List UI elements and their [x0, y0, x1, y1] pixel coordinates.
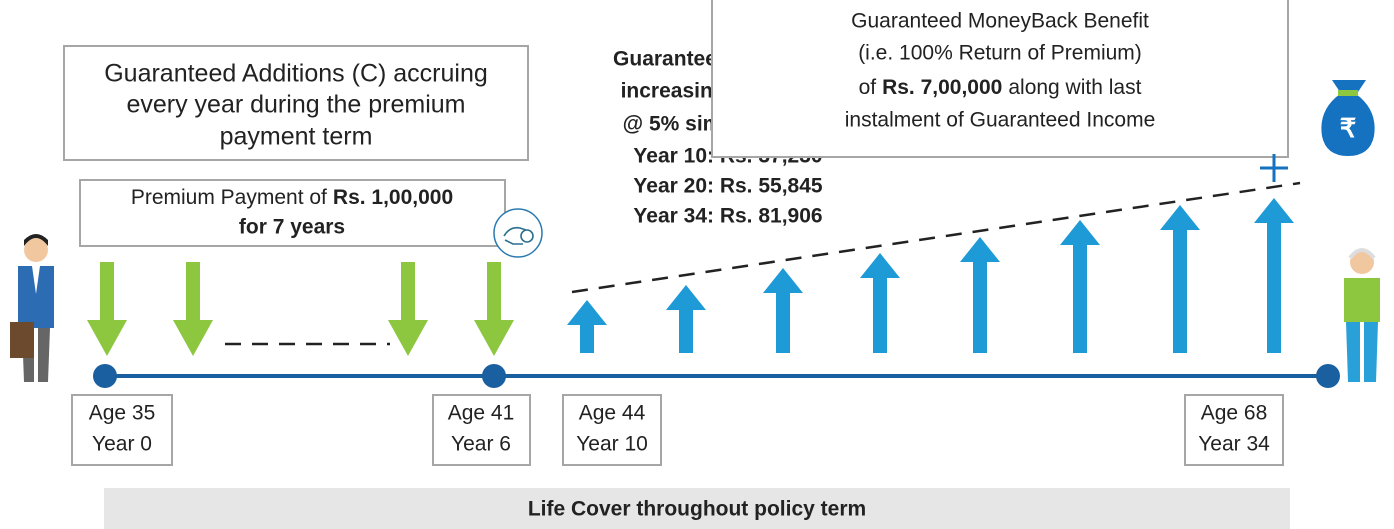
up-arrow [960, 237, 1000, 353]
plus-sign [1260, 154, 1288, 182]
age-label: Age 41 [448, 402, 515, 425]
down-arrow [173, 262, 213, 356]
premium-amount: Rs. 1,00,000 [333, 186, 453, 209]
moneyback-text: (i.e. 100% Return of Premium) [858, 42, 1142, 65]
payment-icon [494, 209, 542, 257]
rupee-symbol: ₹ [1340, 113, 1357, 143]
year-label: Year 0 [92, 433, 152, 456]
old-man-figure [1344, 250, 1380, 382]
diagram: Guaranteed Additions (C) accruing every … [0, 0, 1394, 529]
money-bag-icon: ₹ [1321, 80, 1374, 156]
moneyback-post: along with last [1008, 76, 1141, 99]
up-arrow [860, 253, 900, 353]
up-arrow [1160, 205, 1200, 353]
down-arrow [87, 262, 127, 356]
premium-text: Premium Payment of Rs. 1,00,000 [131, 186, 453, 209]
moneyback-text: Guaranteed MoneyBack Benefit [851, 10, 1149, 33]
page: { "additions_box": {"lines": ["Guarantee… [0, 0, 1394, 529]
up-arrow [1060, 220, 1100, 353]
premium-term: for 7 years [239, 216, 345, 239]
down-arrow [388, 262, 428, 356]
age-label: Age 44 [579, 402, 646, 425]
moneyback-text: instalment of Guaranteed Income [845, 109, 1156, 132]
additions-text: payment term [220, 123, 373, 151]
income-line: Year 20: Rs. 55,845 [633, 175, 822, 198]
timeline-dot [93, 364, 117, 388]
age-label: Age 68 [1201, 402, 1268, 425]
down-arrow [474, 262, 514, 356]
timeline-dot [1316, 364, 1340, 388]
timeline-dot [482, 364, 506, 388]
premium-arrows [87, 262, 514, 356]
premium-text-plain: Premium Payment of [131, 186, 327, 209]
year-label: Year 10 [576, 433, 648, 456]
up-arrow [1254, 198, 1294, 353]
up-arrow [763, 268, 803, 353]
young-man-figure [10, 234, 54, 382]
up-arrow [666, 285, 706, 353]
income-line: Year 34: Rs. 81,906 [633, 205, 822, 228]
age-label: Age 35 [89, 402, 156, 425]
additions-text: Guaranteed Additions (C) accruing [104, 60, 488, 88]
trend-line [572, 183, 1300, 292]
up-arrow [567, 300, 607, 353]
year-label: Year 6 [451, 433, 511, 456]
year-label: Year 34 [1198, 433, 1270, 456]
moneyback-amount: Rs. 7,00,000 [882, 76, 1002, 99]
additions-text: every year during the premium [126, 91, 465, 119]
moneyback-pre: of [859, 76, 877, 99]
life-cover-text: Life Cover throughout policy term [528, 498, 866, 521]
